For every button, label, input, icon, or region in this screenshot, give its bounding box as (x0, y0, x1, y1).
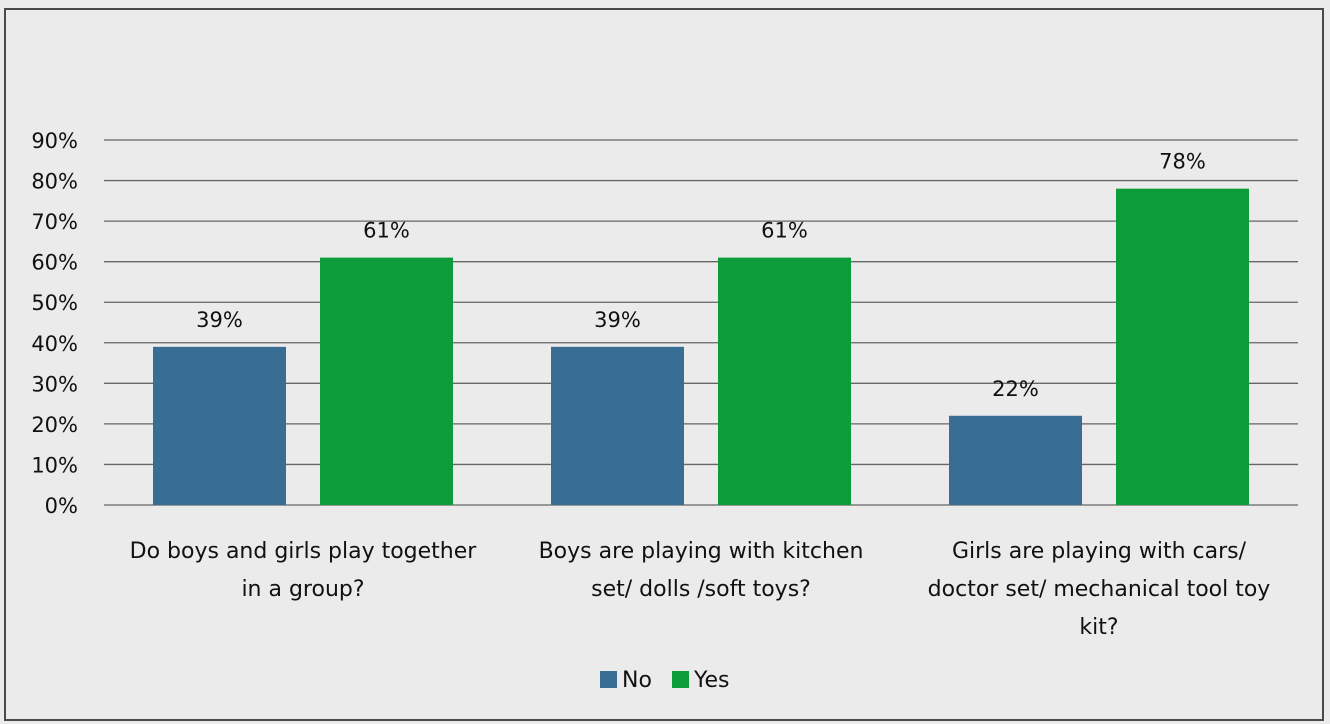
bar-yes (1116, 188, 1249, 505)
bar-yes (320, 257, 453, 505)
data-label: 61% (363, 219, 410, 243)
bar-no (551, 346, 684, 505)
legend-label-no: No (622, 668, 652, 693)
category-label: set/ dolls /soft toys? (591, 577, 811, 602)
y-tick-label: 80% (31, 170, 78, 194)
data-label: 39% (196, 308, 243, 332)
data-label: 78% (1159, 150, 1206, 174)
data-label: 39% (594, 308, 641, 332)
y-tick-label: 90% (31, 129, 78, 153)
category-label: kit? (1079, 615, 1118, 640)
category-label: Do boys and girls play together (130, 539, 478, 564)
category-label: Boys are playing with kitchen (539, 539, 864, 564)
data-label: 61% (761, 219, 808, 243)
bar-no (949, 415, 1082, 505)
legend-label-yes: Yes (693, 668, 730, 693)
y-tick-label: 0% (45, 494, 78, 518)
y-tick-label: 20% (31, 413, 78, 437)
y-tick-label: 10% (31, 453, 78, 477)
legend-swatch-no (600, 671, 617, 688)
category-label: doctor set/ mechanical tool toy (928, 577, 1271, 602)
category-label: in a group? (241, 577, 364, 602)
y-tick-label: 30% (31, 372, 78, 396)
bar-yes (718, 257, 851, 505)
data-label: 22% (992, 377, 1039, 401)
y-tick-label: 70% (31, 210, 78, 234)
y-tick-label: 40% (31, 332, 78, 356)
legend-swatch-yes (672, 671, 689, 688)
y-tick-label: 60% (31, 251, 78, 275)
y-tick-label: 50% (31, 291, 78, 315)
category-label: Girls are playing with cars/ (952, 539, 1247, 564)
bar-no (153, 346, 286, 505)
